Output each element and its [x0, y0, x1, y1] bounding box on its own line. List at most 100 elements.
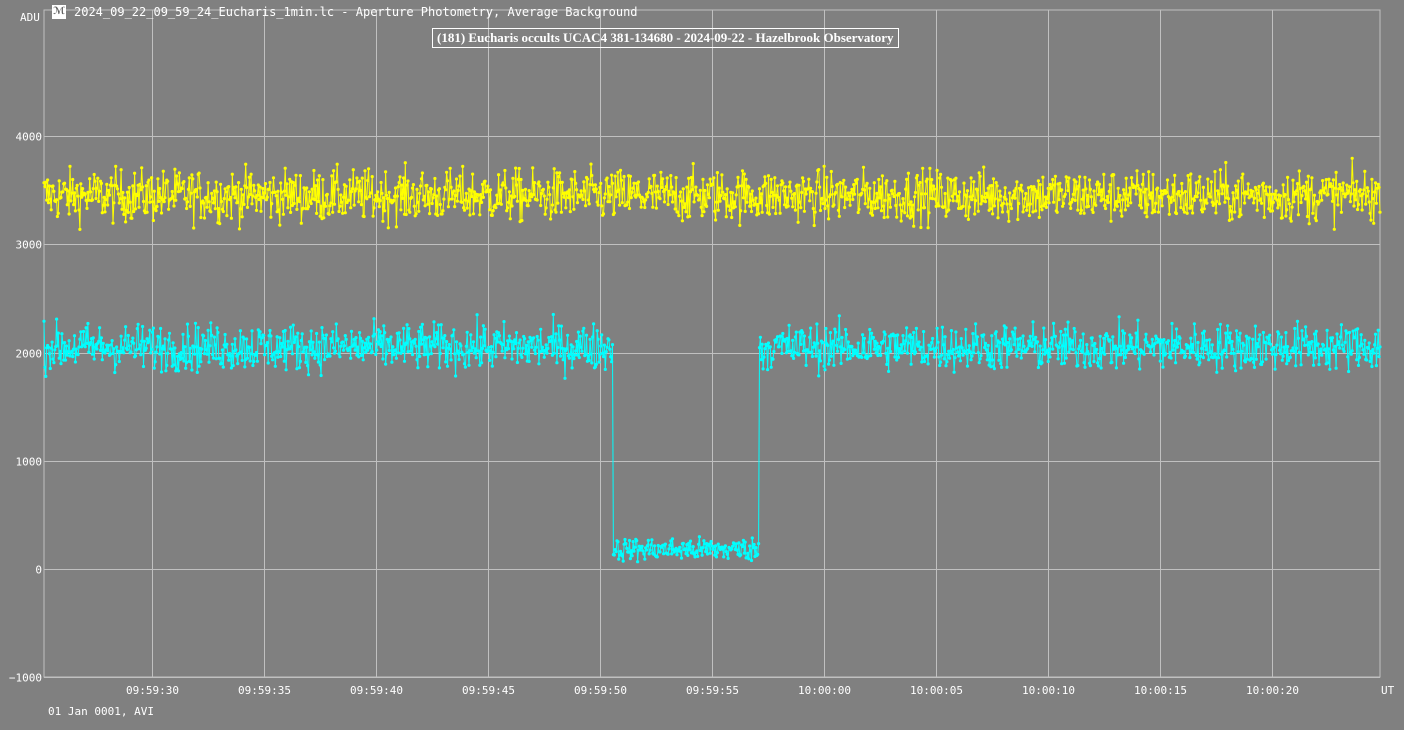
data-point	[1320, 198, 1324, 202]
data-point	[1117, 315, 1121, 319]
data-point	[254, 208, 259, 212]
data-point	[599, 344, 603, 348]
data-point	[1313, 356, 1317, 360]
data-point	[192, 226, 196, 230]
data-point	[538, 184, 542, 188]
chart-series	[42, 156, 1382, 564]
data-point	[67, 212, 71, 216]
data-point	[1104, 198, 1109, 202]
data-point	[243, 365, 247, 369]
data-point	[1232, 197, 1236, 201]
data-point	[957, 345, 962, 349]
data-point	[1168, 350, 1172, 354]
data-point	[341, 211, 345, 215]
data-point	[760, 342, 764, 346]
data-point	[1113, 344, 1118, 348]
data-point	[437, 187, 441, 191]
data-point	[279, 354, 283, 359]
data-point	[517, 166, 521, 171]
data-point	[358, 188, 363, 193]
data-point	[787, 323, 791, 327]
data-point	[1136, 318, 1140, 322]
data-point	[166, 179, 170, 183]
data-point	[1363, 169, 1367, 173]
data-point	[1219, 352, 1223, 356]
data-point	[677, 214, 681, 218]
data-point	[472, 351, 476, 355]
data-point	[724, 550, 728, 554]
data-point	[319, 204, 323, 208]
data-point	[418, 191, 422, 195]
data-point	[1204, 198, 1208, 202]
data-point	[140, 166, 144, 170]
data-point	[483, 327, 487, 331]
data-point	[809, 326, 813, 330]
data-point	[278, 336, 282, 340]
data-point	[1173, 338, 1177, 343]
data-point	[52, 189, 56, 193]
data-point	[878, 346, 882, 350]
data-point	[510, 204, 514, 208]
data-point	[463, 365, 467, 369]
data-point	[558, 354, 563, 358]
data-point	[1060, 362, 1064, 366]
data-point	[989, 207, 993, 211]
data-point	[524, 343, 529, 347]
data-point	[1005, 202, 1009, 206]
data-point	[1044, 205, 1048, 209]
data-point	[572, 357, 576, 361]
data-point	[1090, 208, 1094, 212]
data-point	[238, 329, 242, 333]
data-point	[556, 201, 560, 205]
data-point	[68, 354, 72, 358]
data-point	[1367, 341, 1371, 345]
data-point	[514, 341, 518, 346]
data-point	[1334, 366, 1338, 370]
data-point	[502, 320, 506, 324]
data-point	[1358, 188, 1362, 192]
data-point	[610, 343, 615, 347]
data-point	[47, 184, 52, 188]
data-point	[792, 192, 797, 196]
data-point	[1032, 337, 1036, 341]
data-point	[445, 340, 449, 344]
data-point	[908, 333, 912, 337]
data-point	[685, 185, 689, 189]
data-point	[1312, 332, 1317, 336]
data-point	[653, 190, 658, 194]
data-point	[252, 183, 256, 187]
data-point	[481, 195, 485, 199]
data-point	[254, 350, 259, 355]
data-point	[1115, 347, 1119, 351]
data-point	[557, 175, 561, 179]
data-point	[487, 345, 491, 349]
data-point	[1286, 175, 1290, 179]
data-point	[1006, 210, 1010, 214]
data-point	[526, 204, 530, 208]
data-point	[1347, 369, 1351, 374]
data-point	[263, 191, 267, 195]
data-point	[861, 333, 865, 337]
data-point	[159, 326, 163, 331]
data-point	[737, 184, 741, 188]
data-point	[506, 206, 510, 210]
data-point	[298, 359, 302, 363]
data-point	[705, 183, 710, 187]
data-point	[573, 170, 577, 174]
data-point	[802, 209, 807, 213]
data-point	[315, 353, 320, 357]
data-point	[71, 177, 75, 182]
data-point	[131, 336, 135, 340]
data-point	[112, 201, 116, 205]
data-point	[1255, 208, 1259, 212]
data-point	[527, 189, 531, 193]
data-point	[83, 345, 87, 349]
data-point	[931, 347, 936, 351]
data-point	[714, 544, 718, 548]
data-point	[190, 173, 194, 177]
data-point	[566, 196, 571, 200]
data-point	[297, 200, 302, 204]
data-point	[626, 200, 630, 204]
data-point	[800, 190, 804, 195]
data-point	[1295, 182, 1300, 186]
